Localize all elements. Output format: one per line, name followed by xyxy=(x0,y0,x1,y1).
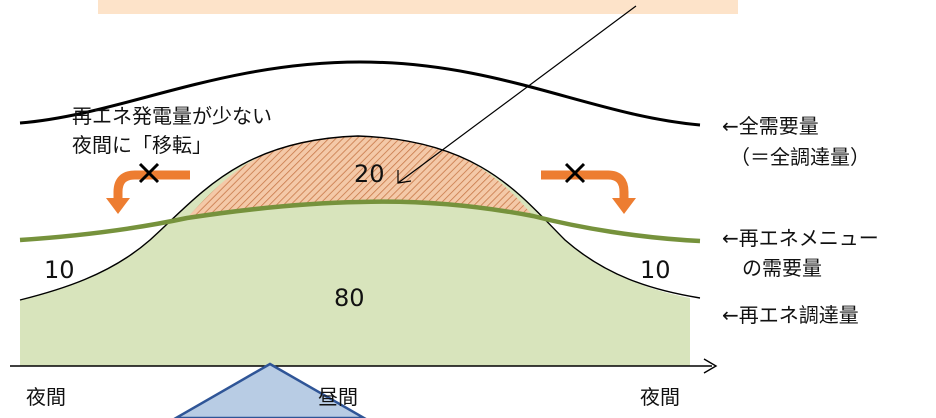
total-demand-curve xyxy=(19,60,701,127)
total-demand-label: ←全需要量 xyxy=(722,114,819,138)
renewable-menu-demand-line xyxy=(19,199,701,244)
renewable-procurement-curve xyxy=(19,135,701,301)
renewable-menu-label: ←再エネメニュー xyxy=(722,226,879,250)
x-mark-icon xyxy=(138,162,160,184)
value-night-right: 10 xyxy=(640,256,671,284)
value-excess: 20 xyxy=(354,160,385,188)
top-banner xyxy=(98,0,738,14)
axis-label-night-right: 夜間 xyxy=(640,385,680,409)
value-night-left: 10 xyxy=(44,256,75,284)
shift-note-line1: 再エネ発電量が少ない xyxy=(72,104,272,128)
total-procurement-label: （＝全調達量） xyxy=(730,145,870,169)
shift-note-line2: 夜間に「移転」 xyxy=(72,133,212,157)
curved-arrow-icon xyxy=(106,170,190,214)
curved-arrow-icon xyxy=(541,170,636,214)
excess-hatched-region xyxy=(187,136,533,218)
renewable-procurement-label: ←再エネ調達量 xyxy=(722,303,859,327)
renewable-procurement-area xyxy=(20,136,690,366)
x-mark-icon xyxy=(564,162,586,184)
time-axis-arrowhead xyxy=(703,358,718,374)
pointer-line xyxy=(397,5,637,184)
value-daytime: 80 xyxy=(334,284,365,312)
axis-label-night-left: 夜間 xyxy=(26,385,66,409)
axis-label-daytime: 昼間 xyxy=(318,385,358,409)
callout-triangle xyxy=(173,362,367,418)
renewable-menu-label-line2: の需要量 xyxy=(742,256,822,280)
pointer-arrowhead xyxy=(397,170,412,184)
